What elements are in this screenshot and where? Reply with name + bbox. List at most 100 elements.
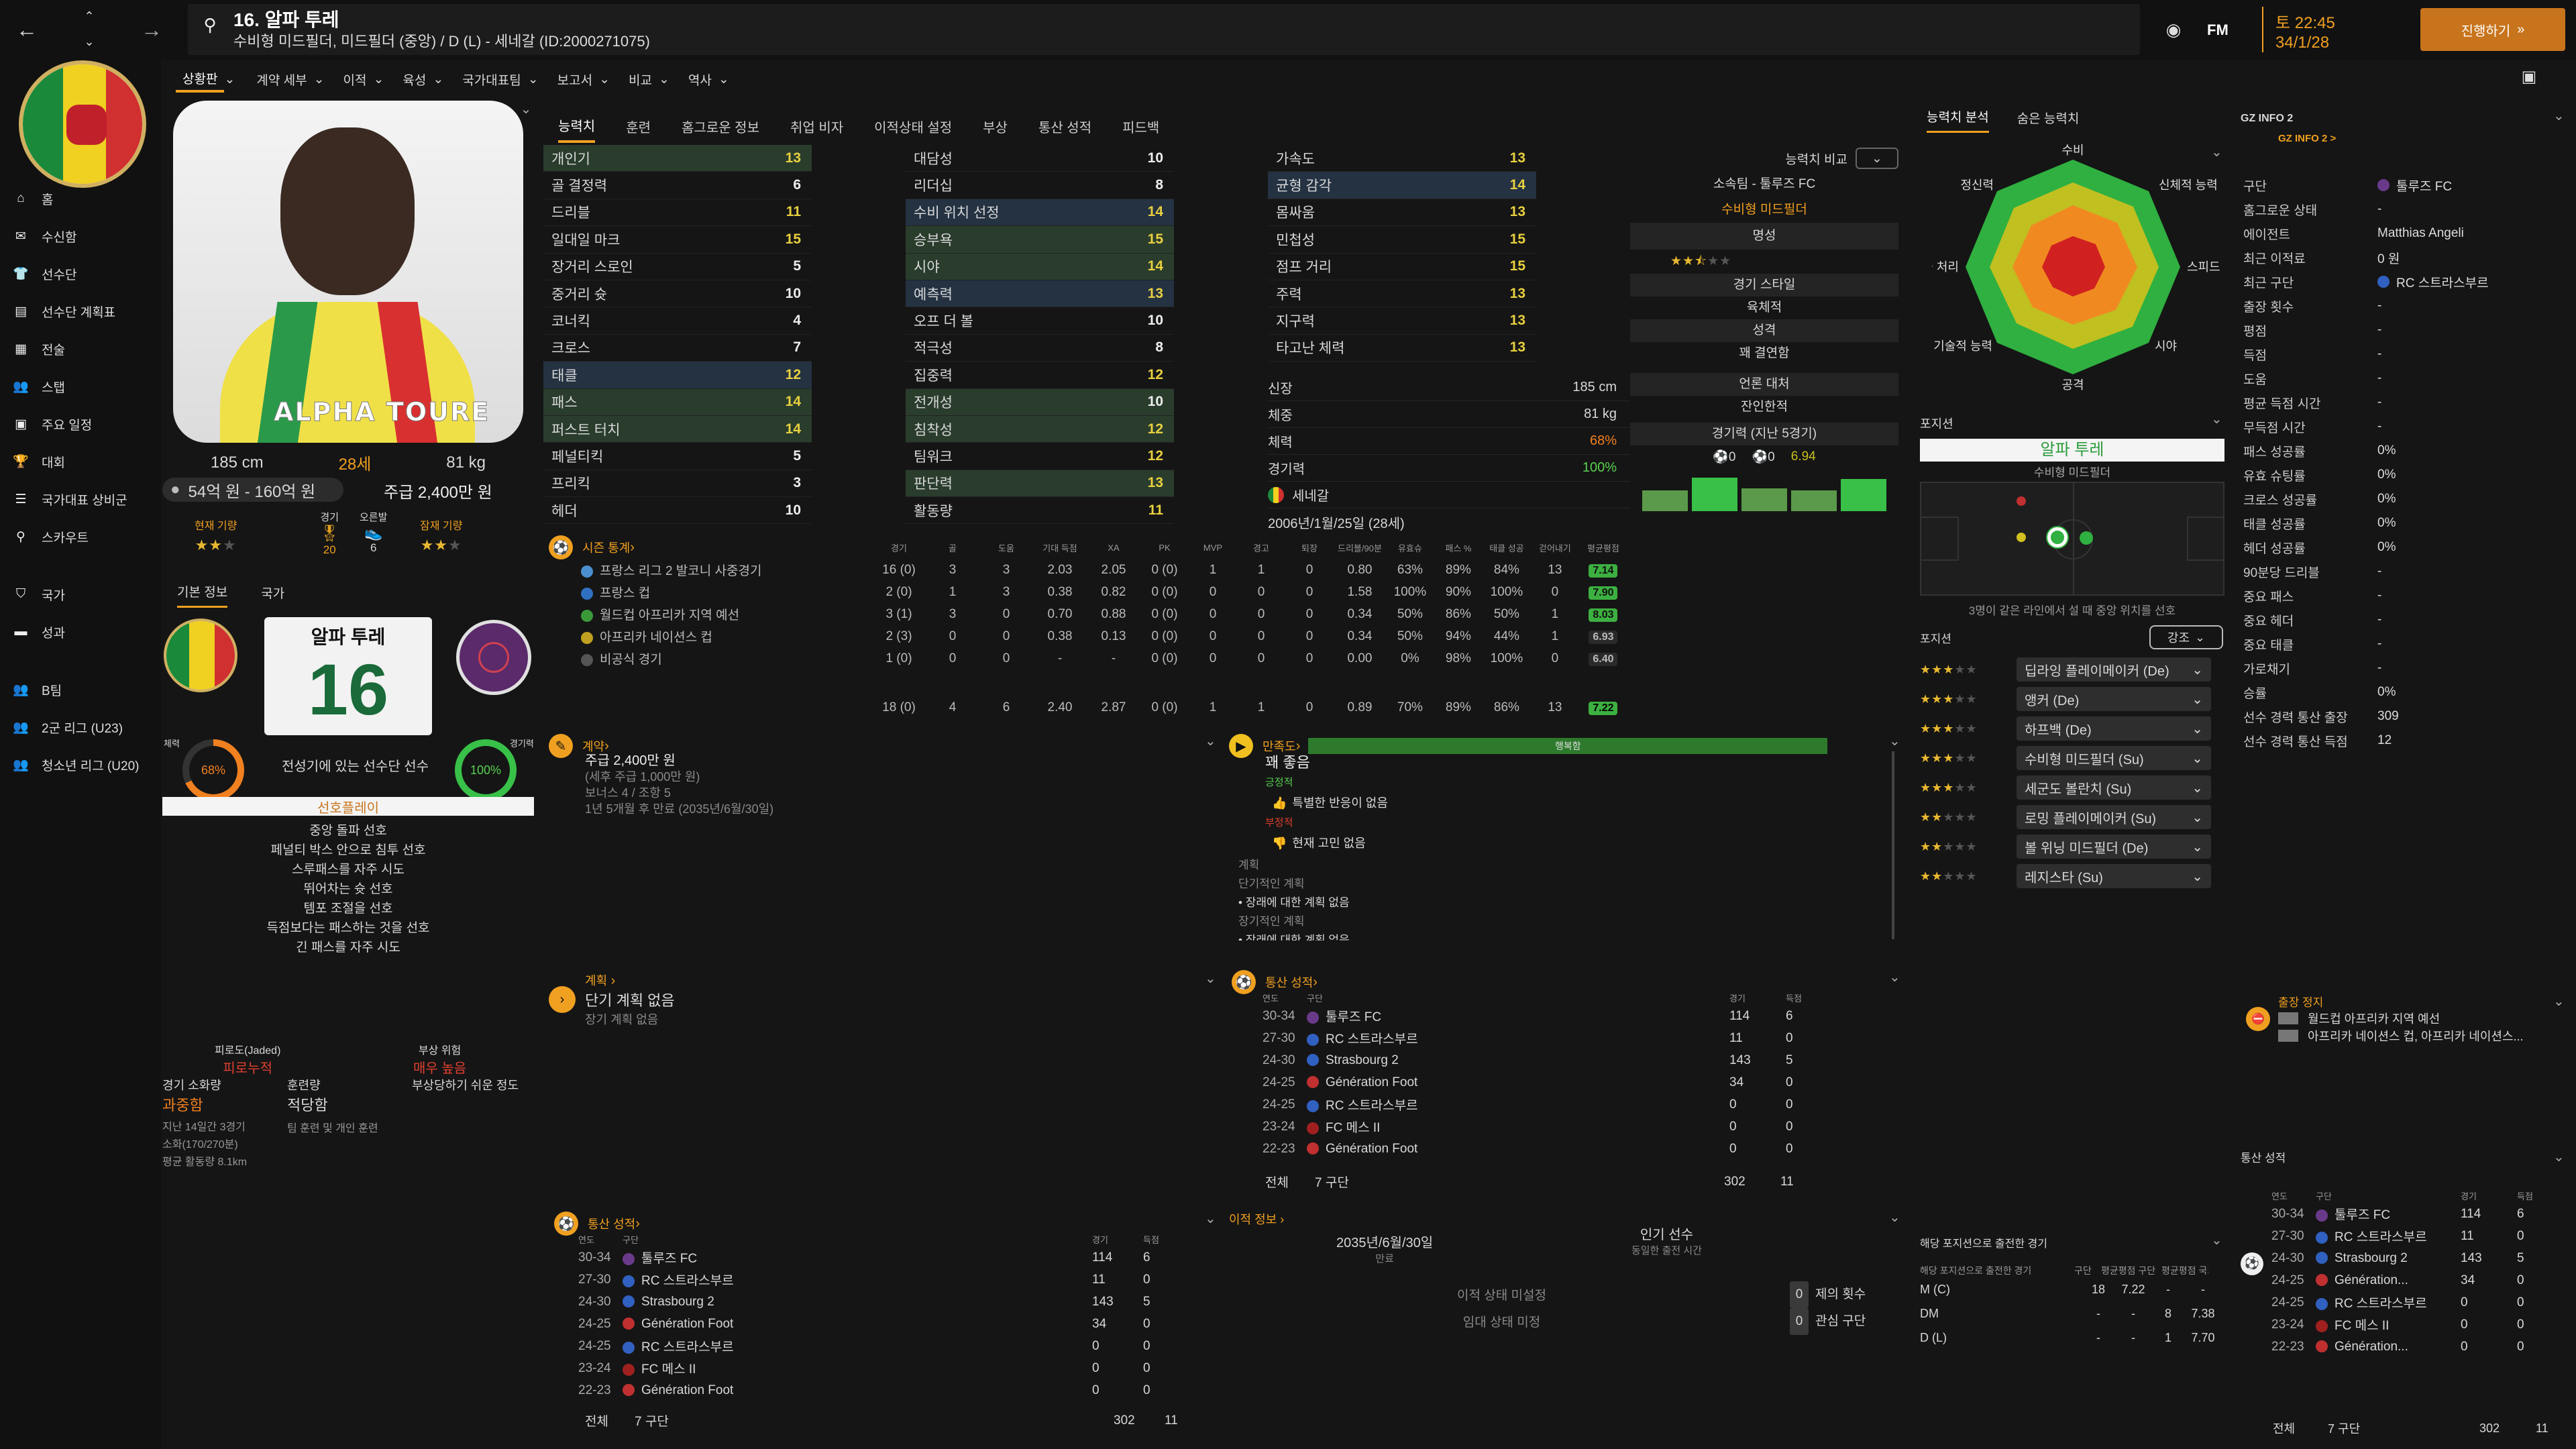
attribute-row[interactable]: 패스 14 [543,388,812,416]
attribute-row[interactable]: 점프 거리 15 [1268,254,1536,280]
career-club[interactable]: RC 스트라스부르 [641,1340,734,1354]
career-row[interactable]: 23-24 FC 메스 II 0 0 [1258,1116,1809,1138]
nav-squad[interactable]: 👕 선수단 [0,255,161,292]
attribute-row[interactable]: 코너킥 4 [543,307,812,335]
gz-info-value[interactable]: 툴루즈 FC [2396,179,2453,194]
tab-training[interactable]: 훈련 [626,121,651,136]
stats-column-header[interactable]: XA [1108,543,1120,553]
attribute-row[interactable]: 전개성 10 [906,388,1174,416]
career-row[interactable]: 27-30 RC 스트라스부르 11 0 [574,1269,1166,1291]
chevron-down-icon[interactable]: ⌄ [1205,1212,1216,1226]
tab-hidden-attributes[interactable]: 숨은 능력치 [2017,111,2080,126]
career-club[interactable]: Strasbourg 2 [2334,1250,2408,1265]
tab-injury[interactable]: 부상 [983,121,1008,136]
stats-column-header[interactable]: MVP [1203,543,1223,553]
attribute-row[interactable]: 크로스 7 [543,335,812,362]
career-row[interactable]: 24-30 Strasbourg 2 143 5 [1258,1049,1809,1071]
tab-history[interactable]: 역사 [688,73,712,88]
chevron-down-icon[interactable]: ⌄ [2553,994,2565,1009]
nav-home[interactable]: ⌂ 홈 [0,180,161,217]
career-row[interactable]: 23-24 FC 메스 II 0 0 [2267,1313,2537,1336]
back-icon[interactable]: ← [16,17,38,42]
attribute-row[interactable]: 중거리 슛 10 [543,280,812,308]
career-row[interactable]: 24-25 Génération Foot 34 0 [1258,1071,1809,1093]
attribute-row[interactable]: 개인기 13 [543,145,812,172]
career-row[interactable]: 27-30 RC 스트라스부르 11 0 [1258,1027,1809,1049]
attribute-row[interactable]: 활동량 11 [906,497,1174,525]
nav-staff[interactable]: 👥 스탭 [0,368,161,405]
chevron-down-icon[interactable]: ⌄ [2553,109,2565,123]
attribute-row[interactable]: 리더십 8 [906,172,1174,199]
tab-homegrown[interactable]: 홈그로운 정보 [682,121,759,136]
career-row[interactable]: 24-30 Strasbourg 2 143 5 [2267,1247,2537,1269]
gz-info-value[interactable]: RC 스트라스부르 [2396,276,2489,290]
attribute-row[interactable]: 시야 14 [906,253,1174,280]
attribute-row[interactable]: 예측력 13 [906,280,1174,308]
attribute-row[interactable]: 오프 더 볼 10 [906,307,1174,335]
chevron-down-icon[interactable]: ⌄ [1205,734,1216,749]
forward-icon[interactable]: → [141,17,162,42]
tab-contract[interactable]: 계약 세부 [256,73,307,88]
tab-attributes[interactable]: 능력치 [558,115,596,143]
career-row[interactable]: 22-23 Génération... 0 0 [2267,1336,2537,1358]
tab-compare[interactable]: 비교 [628,73,652,88]
career-club[interactable]: RC 스트라스부르 [641,1274,734,1288]
attribute-row[interactable]: 헤더 10 [543,497,812,525]
nav-b-team[interactable]: 👥 B팀 [0,671,161,708]
attribute-row[interactable]: 판단력 13 [906,470,1174,498]
role-select[interactable]: 로밍 플레이메이커 (Su) ⌄ [2017,805,2211,829]
tab-development[interactable]: 육성 [402,73,427,88]
attribute-row[interactable]: 프리킥 3 [543,470,812,498]
gz-subtitle[interactable]: GZ INFO 2 > [2278,133,2337,144]
suspension-title[interactable]: 출장 정지 [2278,996,2324,1009]
attribute-row[interactable]: 주력 13 [1268,280,1536,308]
tab-transfer-status[interactable]: 이적상태 설정 [874,121,953,136]
stats-column-header[interactable]: 골 [949,543,957,553]
stats-column-header[interactable]: 퇴장 [1301,543,1318,553]
chevron-down-icon[interactable]: ⌄ [1889,734,1900,749]
career-row[interactable]: 24-25 RC 스트라스부르 0 0 [1258,1093,1809,1116]
role-select[interactable]: 레지스타 (Su) ⌄ [2017,864,2211,888]
role-select[interactable]: 수비형 미드필더 (Su) ⌄ [2017,746,2211,770]
career-row[interactable]: 24-30 Strasbourg 2 143 5 [574,1291,1166,1313]
continue-button[interactable]: 진행하기 » [2420,8,2565,51]
tab-nation-info[interactable]: 국가 [261,586,285,601]
career-club[interactable]: Génération... [2334,1339,2408,1354]
tab-work-permit[interactable]: 취업 비자 [790,121,844,136]
attribute-row[interactable]: 가속도 13 [1268,145,1536,172]
fm-logo[interactable]: FM [2207,21,2229,38]
stats-column-header[interactable]: 드리블/90분 [1338,543,1382,553]
career-row[interactable]: 24-25 Génération Foot 34 0 [574,1313,1166,1335]
attribute-row[interactable]: 퍼스트 터치 14 [543,415,812,443]
chevron-down-icon[interactable]: ⌄ [2211,412,2222,427]
tab-overview[interactable]: 상황판 [176,66,225,93]
compare-dropdown[interactable]: ⌄ [1856,148,1898,169]
up-icon[interactable]: ⌃ [84,9,95,23]
nav-squad-planner[interactable]: ▤ 선수단 계획표 [0,292,161,330]
layout-icon[interactable]: ▣ [2521,67,2537,86]
stats-row[interactable]: 프랑스 리그 2 발코니 사중경기 16 (0) 3 3 2.03 2.05 0 (0) 1 1… [577,559,1627,581]
collapse-chevron-icon[interactable]: ⌄ [520,101,532,117]
chevron-down-icon[interactable]: ⌄ [1889,1210,1900,1225]
plans-title[interactable]: 계획 [585,974,608,987]
chevron-down-icon[interactable]: ⌄ [2211,145,2222,160]
stats-row[interactable]: 월드컵 아프리카 지역 예선 3 (1) 3 0 0.70 0.88 0 (0) 0 0 0 0.3… [577,603,1627,625]
career-row[interactable]: 27-30 RC 스트라스부르 11 0 [2267,1225,2537,1247]
nav-competitions[interactable]: 🏆 대회 [0,443,161,480]
contract-title[interactable]: 계약 [582,740,605,753]
career-row[interactable]: 30-34 툴루즈 FC 114 6 [1258,1005,1809,1027]
chevron-down-icon[interactable]: ⌄ [1889,970,1900,985]
nav-achievements[interactable]: ▬ 성과 [0,613,161,651]
attribute-row[interactable]: 지구력 13 [1268,307,1536,335]
stats-column-header[interactable]: 걷어내기 [1539,543,1571,553]
attribute-row[interactable]: 일대일 마크 15 [543,226,812,254]
career-club[interactable]: Génération Foot [641,1383,734,1397]
happiness-scrollbar[interactable] [1892,751,1894,939]
career-club[interactable]: Génération... [2334,1273,2408,1287]
career-club[interactable]: Génération Foot [641,1316,734,1331]
nav-nation[interactable]: ⛉ 국가 [0,576,161,613]
attribute-row[interactable]: 수비 위치 선정 14 [906,199,1174,227]
career-row[interactable]: 24-25 Génération... 34 0 [2267,1269,2537,1291]
career-title[interactable]: 통산 성적 [1265,976,1313,989]
attribute-row[interactable]: 적극성 8 [906,335,1174,362]
